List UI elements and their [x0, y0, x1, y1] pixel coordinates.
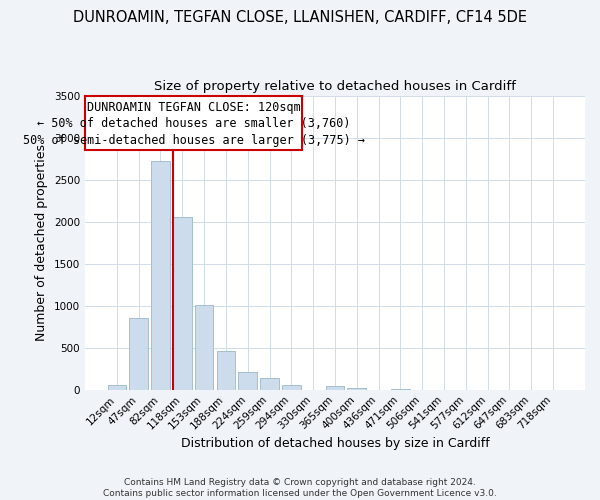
Bar — [195, 305, 214, 390]
X-axis label: Distribution of detached houses by size in Cardiff: Distribution of detached houses by size … — [181, 437, 490, 450]
Text: Contains HM Land Registry data © Crown copyright and database right 2024.
Contai: Contains HM Land Registry data © Crown c… — [103, 478, 497, 498]
Text: ← 50% of detached houses are smaller (3,760): ← 50% of detached houses are smaller (3,… — [37, 118, 350, 130]
Bar — [151, 161, 170, 390]
Title: Size of property relative to detached houses in Cardiff: Size of property relative to detached ho… — [154, 80, 516, 93]
Bar — [391, 389, 410, 390]
Bar — [347, 388, 366, 390]
Bar — [282, 385, 301, 390]
Bar — [217, 351, 235, 390]
Text: DUNROAMIN, TEGFAN CLOSE, LLANISHEN, CARDIFF, CF14 5DE: DUNROAMIN, TEGFAN CLOSE, LLANISHEN, CARD… — [73, 10, 527, 25]
Bar — [130, 318, 148, 390]
FancyBboxPatch shape — [85, 96, 302, 150]
Text: DUNROAMIN TEGFAN CLOSE: 120sqm: DUNROAMIN TEGFAN CLOSE: 120sqm — [87, 101, 301, 114]
Bar — [173, 216, 191, 390]
Text: 50% of semi-detached houses are larger (3,775) →: 50% of semi-detached houses are larger (… — [23, 134, 365, 146]
Bar — [107, 385, 126, 390]
Bar — [238, 372, 257, 390]
Bar — [326, 386, 344, 390]
Y-axis label: Number of detached properties: Number of detached properties — [35, 144, 48, 341]
Bar — [260, 378, 279, 390]
